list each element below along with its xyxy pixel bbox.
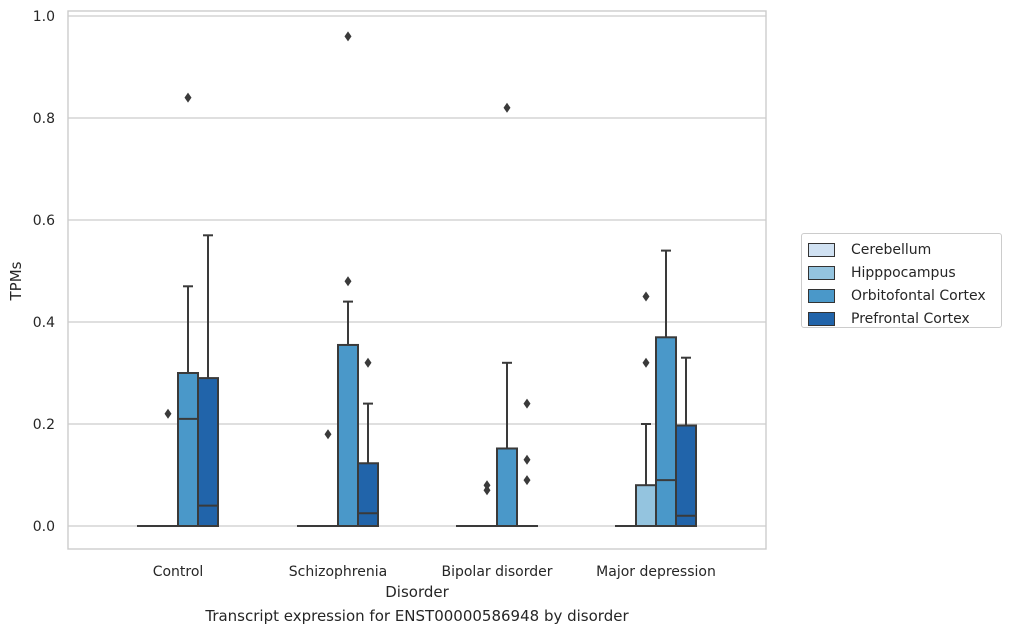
x-tick-labels: Control Schizophrenia Bipolar disorder Majo… (153, 564, 716, 580)
legend-label: Cerebellum (851, 241, 932, 258)
box-1-0 (157, 408, 179, 528)
box-body (655, 336, 677, 527)
plot-area-frame (67, 10, 767, 550)
box-body (177, 372, 199, 527)
outlier-point (324, 429, 332, 440)
y-tick-label: 1.0 (33, 9, 55, 25)
y-tick-label: 0.0 (33, 519, 55, 535)
legend-swatch-prefrontal-cortex (808, 311, 835, 326)
legend-swatch-cerebellum (808, 242, 835, 257)
outlier-point (483, 480, 491, 491)
box-body (635, 484, 657, 528)
outlier-point (503, 102, 511, 113)
x-tick-label: Major depression (596, 564, 716, 580)
y-tick-label: 0.8 (33, 111, 55, 127)
outlier-point (642, 357, 650, 368)
outlier-point (184, 92, 192, 103)
legend-swatch-hippocampus (808, 265, 835, 280)
x-tick-label: Schizophrenia (289, 564, 387, 580)
outlier-point (642, 291, 650, 302)
boxes (137, 31, 697, 528)
box-body (496, 447, 518, 528)
box-2-2 (496, 102, 518, 528)
outlier-point (164, 408, 172, 419)
box-2-1 (337, 31, 359, 528)
box-3-1 (357, 357, 379, 527)
outlier-point (344, 31, 352, 42)
y-tick-label: 0.6 (33, 213, 55, 229)
box-body (197, 377, 219, 527)
legend-item-prefrontal-cortex: Prefrontal Cortex (808, 307, 1001, 330)
x-axis-label: Disorder (385, 583, 449, 601)
outlier-point (483, 485, 491, 496)
box-body (675, 424, 697, 527)
x-tick-label: Bipolar disorder (441, 564, 552, 580)
legend-item-orbitofrontal-cortex: Orbitofontal Cortex (808, 284, 1001, 307)
box-1-2 (476, 480, 498, 528)
outlier-point (344, 276, 352, 287)
figure-caption: Transcript expression for ENST0000058694… (205, 607, 629, 625)
legend-swatch-orbitofrontal-cortex (808, 288, 835, 303)
x-tick-label: Control (153, 564, 204, 580)
y-tick-label: 0.2 (33, 417, 55, 433)
outlier-point (364, 357, 372, 368)
legend: Cerebellum Hipppocampus Orbitofontal Cor… (801, 233, 1002, 328)
outlier-point (523, 475, 531, 486)
y-tick-labels: 0.0 0.2 0.4 0.6 0.8 1.0 (33, 9, 55, 535)
outlier-point (523, 398, 531, 409)
box-1-1 (317, 429, 339, 528)
box-body (357, 462, 379, 527)
box-3-3 (675, 356, 697, 527)
legend-label: Prefrontal Cortex (851, 310, 970, 327)
box-3-0 (197, 234, 219, 527)
box-3-2 (516, 398, 538, 528)
box-body (337, 343, 359, 528)
legend-label: Hipppocampus (851, 264, 956, 281)
legend-item-cerebellum: Cerebellum (808, 238, 1001, 261)
y-tick-label: 0.4 (33, 315, 55, 331)
box-2-3 (655, 249, 677, 527)
y-axis-label: TPMs (7, 261, 25, 301)
box-2-0 (177, 92, 199, 527)
box-1-3 (635, 291, 657, 528)
legend-item-hippocampus: Hipppocampus (808, 261, 1001, 284)
legend-label: Orbitofontal Cortex (851, 287, 986, 304)
outlier-point (523, 454, 531, 465)
